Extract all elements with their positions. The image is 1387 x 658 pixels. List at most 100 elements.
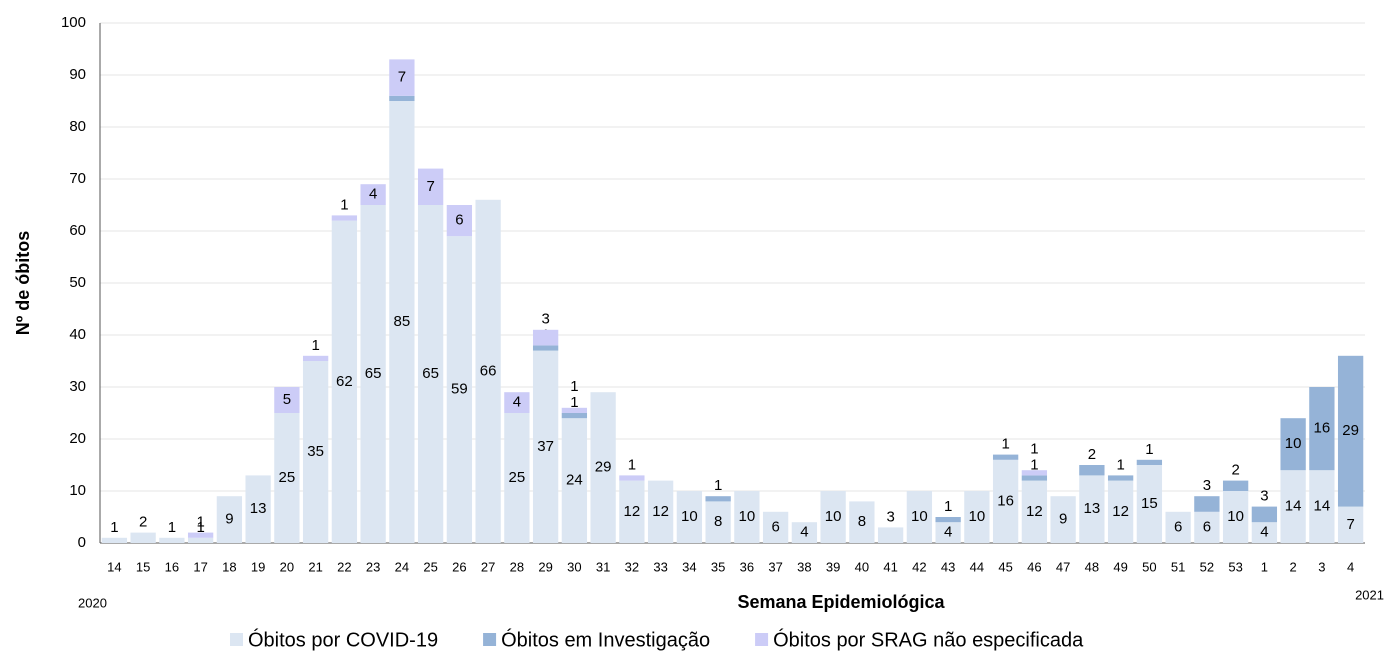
bar-segment (1194, 496, 1220, 512)
x-tick-label: 2 (1290, 559, 1297, 574)
data-label: 29 (1342, 422, 1359, 439)
bar-segment (935, 522, 961, 543)
x-tick-label: 28 (510, 559, 524, 574)
bar-segment (532, 350, 559, 543)
y-tick-label: 80 (69, 118, 86, 135)
data-label: 1 (1001, 436, 1009, 453)
bar-segment (1309, 387, 1335, 471)
x-tick-label: 33 (653, 559, 667, 574)
data-label: 65 (365, 365, 382, 382)
bar-segment (561, 418, 588, 543)
data-label: 12 (1112, 503, 1129, 520)
bar-segment (331, 215, 358, 221)
bar-segment (561, 413, 588, 419)
data-label: 10 (1227, 508, 1244, 525)
bar-segment (130, 532, 156, 543)
data-label: 85 (394, 313, 411, 330)
data-label: 2 (139, 514, 147, 531)
bar-segment (417, 168, 444, 205)
data-label: 16 (997, 492, 1014, 509)
x-tick-label: 49 (1113, 559, 1127, 574)
data-label: 1 (714, 477, 722, 494)
bar-segment (360, 205, 386, 543)
data-label: 7 (426, 178, 434, 195)
data-label: 12 (624, 503, 641, 520)
data-label: 1 (196, 514, 204, 531)
data-label: 1 (110, 519, 118, 536)
data-label: 10 (739, 508, 756, 525)
x-tick-label: 18 (222, 559, 236, 574)
data-label: 2 (1088, 446, 1096, 463)
bar-segment (762, 511, 789, 543)
bar-segment (964, 491, 990, 543)
x-tick-label: 50 (1142, 559, 1156, 574)
y-tick-label: 90 (69, 66, 86, 83)
bar-segment (676, 491, 703, 543)
data-label: 10 (1285, 435, 1302, 452)
legend-swatch (755, 633, 769, 646)
data-label: 12 (1026, 503, 1043, 520)
y-tick-label: 70 (69, 170, 86, 187)
data-label: 1 (168, 519, 176, 536)
bar-segment (1136, 459, 1163, 465)
data-label: 10 (825, 508, 842, 525)
x-tick-label: 31 (596, 559, 610, 574)
bar-segment (791, 522, 818, 543)
bar-segment (992, 459, 1019, 543)
data-label: 1 (340, 196, 348, 213)
data-label: 1 (1030, 440, 1038, 457)
y-tick-label: 10 (69, 482, 86, 499)
bar-segment (389, 95, 415, 101)
bar-segment (1337, 506, 1364, 543)
y-tick-label: 20 (69, 430, 86, 447)
data-label: 4 (944, 524, 952, 541)
data-label: 16 (1314, 420, 1331, 437)
bar-segment (417, 205, 444, 543)
data-label: 3 (541, 310, 549, 327)
y-tick-label: 100 (61, 14, 86, 31)
bar-segment (475, 199, 501, 544)
data-label: 29 (595, 459, 612, 476)
x-tick-label: 52 (1200, 559, 1214, 574)
data-label: 3 (886, 508, 894, 525)
data-label: 4 (800, 524, 808, 541)
x-tick-label: 48 (1085, 559, 1099, 574)
x-tick-label: 14 (107, 559, 121, 574)
legend-label: Óbitos por SRAG não especificada (773, 628, 1084, 651)
bar-segment (1280, 470, 1306, 543)
data-label: 1 (311, 337, 319, 354)
bar-segment (302, 355, 329, 361)
x-tick-label: 17 (193, 559, 207, 574)
data-label: 1 (628, 456, 636, 473)
data-label: 25 (509, 469, 526, 486)
legend-swatch (230, 633, 243, 646)
x-tick-label: 22 (337, 559, 351, 574)
x-tick-label: 26 (452, 559, 466, 574)
bar-segment (1222, 491, 1249, 543)
data-label: 1 (570, 394, 578, 411)
bar-segment (877, 527, 904, 543)
data-label: 24 (566, 472, 583, 489)
x-tick-label: 19 (251, 559, 265, 574)
data-label: 37 (537, 438, 554, 455)
data-label: 6 (455, 212, 463, 229)
bar-segment (389, 101, 415, 543)
bar-segment (1021, 470, 1048, 476)
x-tick-label: 38 (797, 559, 811, 574)
y-axis-title: Nº de óbitos (13, 231, 33, 336)
data-label: 1 (1116, 456, 1124, 473)
x-tick-label: 44 (970, 559, 984, 574)
bar-segment (1165, 511, 1191, 543)
data-label: 10 (969, 508, 986, 525)
x-tick-label: 27 (481, 559, 495, 574)
data-label: 6 (771, 518, 779, 535)
year-label: 2020 (78, 595, 107, 610)
x-tick-label: 35 (711, 559, 725, 574)
bar-segment (849, 501, 875, 543)
bar-segment (302, 361, 329, 543)
data-label: 7 (1346, 516, 1354, 533)
x-tick-label: 1 (1261, 559, 1268, 574)
x-tick-label: 41 (883, 559, 897, 574)
y-tick-label: 50 (69, 274, 86, 291)
